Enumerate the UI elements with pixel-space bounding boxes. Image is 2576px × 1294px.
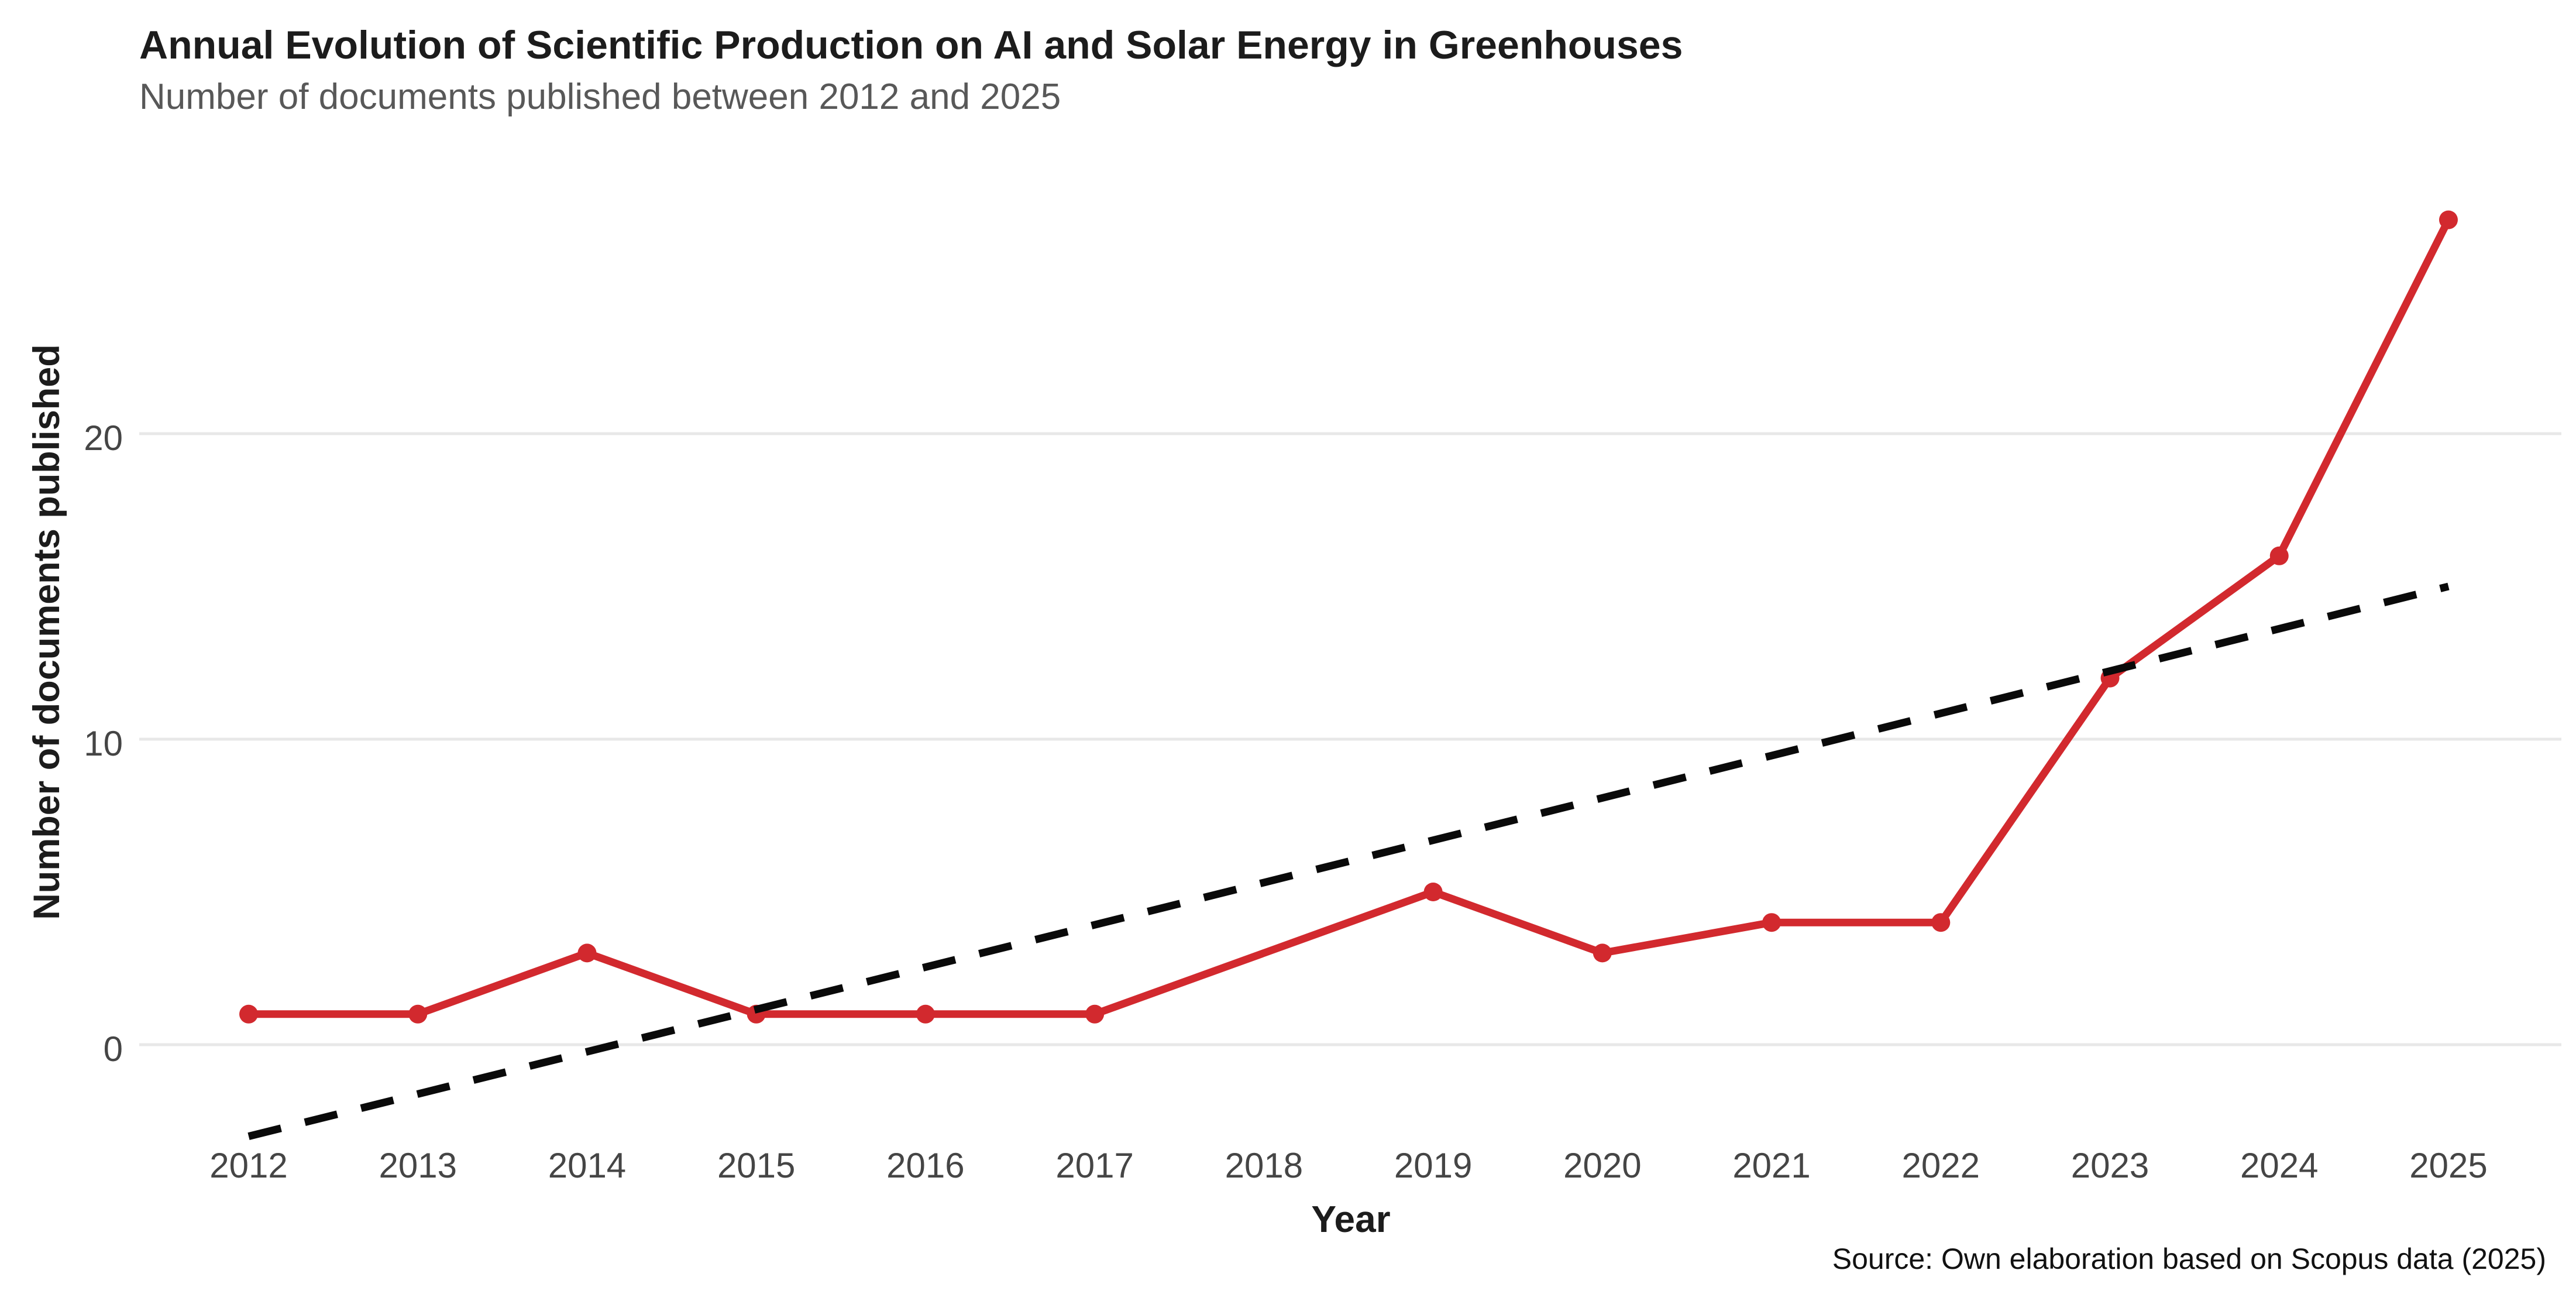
x-tick-label: 2022 xyxy=(1902,1146,1980,1185)
x-tick-label: 2014 xyxy=(548,1146,626,1185)
x-tick-label: 2020 xyxy=(1563,1146,1641,1185)
data-point xyxy=(1423,883,1443,901)
x-tick-label: 2023 xyxy=(2071,1146,2149,1185)
x-axis-title: Year xyxy=(1311,1198,1391,1240)
data-point xyxy=(1593,943,1612,963)
data-point xyxy=(239,1004,258,1024)
y-tick-label: 10 xyxy=(84,724,123,763)
x-tick-label: 2019 xyxy=(1394,1146,1472,1185)
data-point xyxy=(916,1004,935,1024)
chart-subtitle: Number of documents published between 20… xyxy=(139,77,1061,117)
x-tick-label: 2015 xyxy=(717,1146,795,1185)
chart-title: Annual Evolution of Scientific Productio… xyxy=(139,23,1683,67)
data-point xyxy=(1931,913,1951,932)
series-line xyxy=(245,216,2453,1018)
trend-line xyxy=(247,582,2450,1140)
y-tick-label: 20 xyxy=(84,418,123,458)
source-caption: Source: Own elaboration based on Scopus … xyxy=(1832,1242,2546,1275)
data-point xyxy=(408,1004,428,1024)
data-point xyxy=(1762,913,1781,932)
y-tick-label: 0 xyxy=(104,1029,123,1069)
data-point xyxy=(1085,1004,1105,1024)
x-tick-label: 2013 xyxy=(379,1146,456,1185)
x-tick-label: 2017 xyxy=(1055,1146,1133,1185)
x-tick-label: 2024 xyxy=(2240,1146,2318,1185)
x-tick-label: 2012 xyxy=(209,1146,287,1185)
data-point xyxy=(2439,210,2458,229)
data-point xyxy=(2269,546,2289,565)
x-tick-label: 2025 xyxy=(2409,1146,2487,1185)
x-tick-label: 2016 xyxy=(886,1146,964,1185)
x-tick-label: 2021 xyxy=(1732,1146,1810,1185)
x-tick-label: 2018 xyxy=(1225,1146,1303,1185)
data-point xyxy=(577,943,597,963)
